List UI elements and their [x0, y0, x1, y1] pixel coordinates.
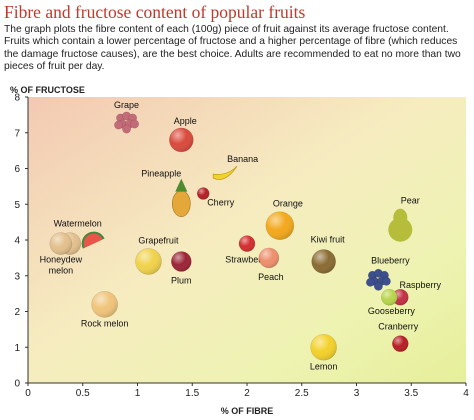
point-cranberry — [391, 335, 409, 352]
point-watermelon — [81, 231, 105, 249]
point-apple — [169, 127, 194, 153]
point-pear — [388, 208, 413, 242]
point-label: Honeydew melon — [40, 255, 83, 276]
chart-title: Fibre and fructose content of popular fr… — [4, 2, 306, 22]
point-label: Apple — [174, 116, 197, 126]
point-blueberry — [365, 268, 391, 291]
point-label: Strawberry — [225, 255, 269, 265]
point-pineapple — [172, 178, 191, 217]
y-axis-label: % OF FRUCTOSE — [10, 85, 85, 95]
x-tick-label: 0.5 — [76, 388, 90, 399]
point-label: Cherry — [207, 198, 235, 208]
point-raspberry — [391, 288, 409, 306]
y-tick-label: 1 — [14, 343, 20, 354]
point-label: Peach — [258, 272, 284, 282]
point-label: Grapefruit — [138, 235, 179, 245]
point-kiwi-fruit — [311, 249, 336, 274]
y-tick-label: 7 — [14, 128, 20, 139]
point-label: Kiwi fruit — [311, 234, 346, 244]
x-tick-label: 2 — [244, 388, 250, 399]
point-cherry — [196, 187, 210, 200]
y-tick-label: 5 — [14, 200, 20, 211]
y-tick-label: 3 — [14, 271, 20, 282]
point-label: Lemon — [310, 361, 338, 371]
point-lemon — [310, 333, 337, 361]
point-gooseberry — [381, 288, 398, 306]
y-tick-label: 6 — [14, 164, 20, 175]
x-tick-label: 4 — [463, 388, 469, 399]
point-plum — [171, 251, 192, 272]
point-label: Gooseberry — [368, 306, 416, 316]
point-label: Raspberry — [400, 280, 442, 290]
point-strawberry — [238, 235, 256, 252]
y-tick-label: 0 — [14, 379, 20, 390]
x-tick-label: 2.5 — [295, 388, 309, 399]
y-tick-label: 2 — [14, 307, 20, 318]
point-grape — [114, 111, 140, 134]
point-label: Plum — [171, 275, 192, 285]
point-label: Blueberry — [371, 255, 410, 265]
point-honeydew-melon — [49, 232, 82, 255]
point-label: Pineapple — [141, 169, 181, 179]
x-tick-label: 1.5 — [185, 388, 199, 399]
x-tick-label: 3 — [354, 388, 360, 399]
point-grapefruit — [135, 248, 162, 275]
point-peach — [258, 247, 280, 269]
point-orange — [265, 211, 295, 240]
y-tick-label: 8 — [14, 93, 20, 104]
point-label: Orange — [273, 199, 303, 209]
x-tick-label: 1 — [135, 388, 141, 399]
point-label: Banana — [227, 154, 258, 164]
point-label: Cranberry — [378, 322, 419, 332]
x-tick-label: 3.5 — [404, 388, 418, 399]
x-tick-label: 0 — [25, 388, 31, 399]
point-label: Grape — [114, 100, 139, 110]
y-tick-label: 4 — [14, 236, 20, 247]
x-axis-label: % OF FIBRE — [221, 406, 274, 416]
point-label: Rock melon — [81, 318, 129, 328]
point-banana — [212, 165, 238, 180]
point-label: Watermelon — [54, 219, 102, 229]
point-label: Pear — [401, 196, 420, 206]
point-rock-melon — [91, 291, 118, 318]
chart-subtitle: The graph plots the fibre content of eac… — [4, 24, 461, 73]
